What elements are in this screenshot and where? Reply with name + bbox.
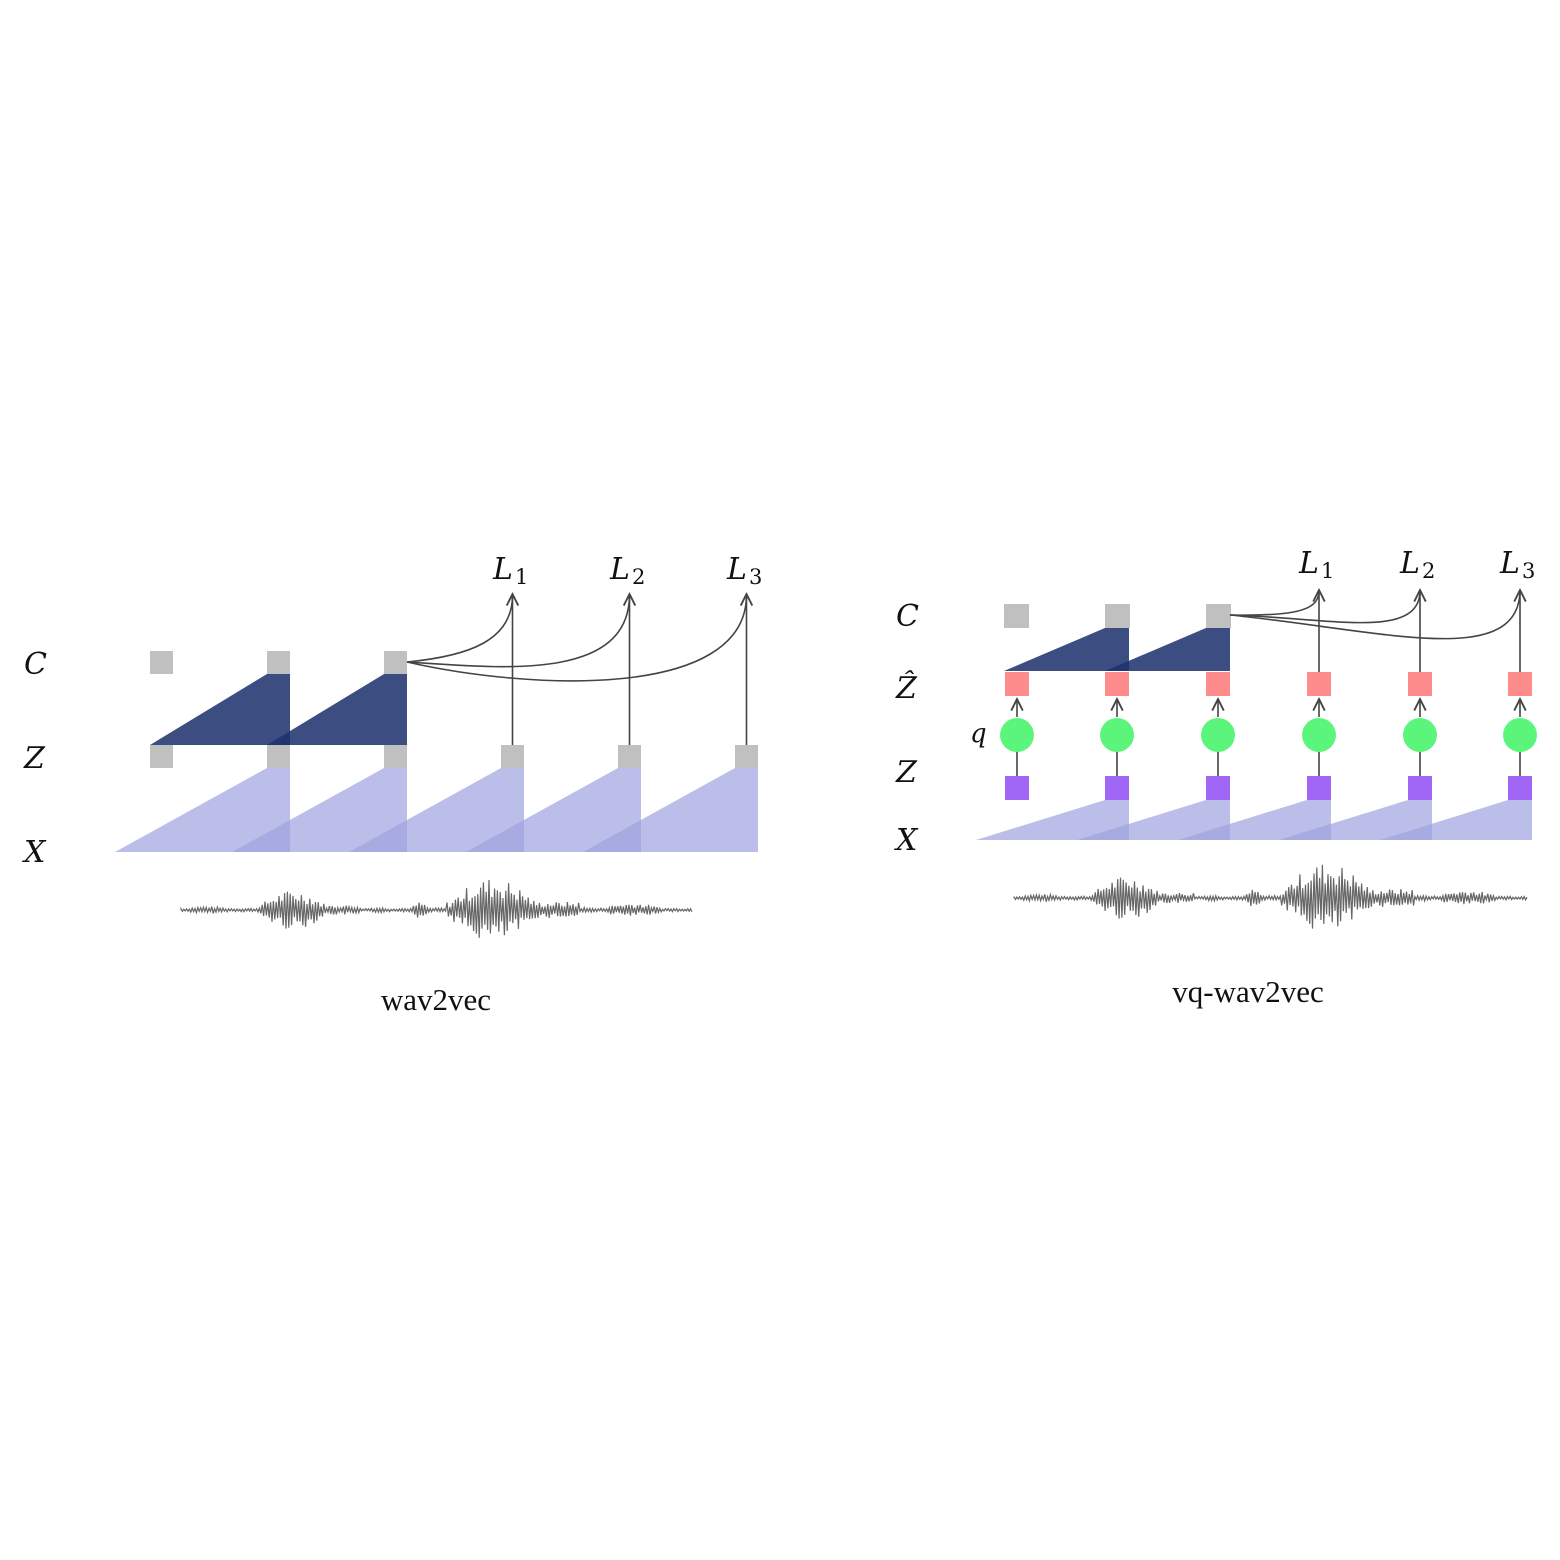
encoder-field [232,768,407,852]
encoder-field [583,768,758,852]
audio-waveform [180,879,693,938]
latent-node [1307,776,1331,800]
timestep-column [1403,672,1437,800]
context-fields [150,674,407,745]
loss-symbol: L [1399,546,1420,581]
quantized-node [1408,672,1432,696]
encoder-fields [115,768,758,852]
latent-node [150,745,173,768]
row-label-c: C [896,599,919,634]
encoder-field [1279,800,1432,840]
latent-node [618,745,641,768]
context-node [1004,604,1029,628]
context-curve [1229,591,1320,616]
loss-symbol: L [1298,546,1319,581]
row-label-z: Z [895,755,918,790]
context-node [267,651,290,674]
loss-subscript: 2 [1422,559,1435,583]
quantized-node [1307,672,1331,696]
context-curve [406,595,514,663]
context-curve [406,595,748,682]
audio-waveform [1013,864,1528,929]
wav2vec-panel: C Z X [22,552,762,1017]
quantizer-node [1000,718,1034,752]
quantizer-node [1302,718,1336,752]
quantizer-node [1201,718,1235,752]
quantized-node [1005,672,1029,696]
caption-vq-wav2vec: vq-wav2vec [1172,974,1324,1009]
encoder-fields [976,800,1532,840]
loss-symbol: L [726,552,747,587]
timestep-column [1201,672,1235,800]
timestep-column [1503,672,1537,800]
loss-symbol: L [609,552,630,587]
loss-label: L 2 [1399,546,1435,583]
encoder-field [1077,800,1230,840]
timestep-column [1000,672,1034,800]
context-field [1105,628,1230,671]
row-label-x: X [894,823,919,858]
latent-node [267,745,290,768]
loss-subscript: 1 [1321,559,1334,583]
loss-label: L 1 [1298,546,1334,583]
context-field [150,674,290,745]
vq-wav2vec-panel: C Ẑ q Z X [894,546,1537,1009]
quantized-node [1105,672,1129,696]
latent-node [1408,776,1432,800]
row-label-zhat: Ẑ [895,670,918,706]
row-label-z: Z [23,741,46,776]
row-label-c: C [24,647,47,682]
encoder-field [466,768,641,852]
latent-node [501,745,524,768]
encoder-field [115,768,290,852]
loss-label: L 1 [492,552,528,589]
timestep-column [1100,672,1134,800]
latent-node [1206,776,1230,800]
loss-label: L 3 [726,552,762,589]
latent-node [384,745,407,768]
context-curve [1229,591,1521,640]
context-node [1105,604,1130,628]
quantized-node [1508,672,1532,696]
quantizer-node [1403,718,1437,752]
context-curve [406,595,631,668]
loss-label: L 2 [609,552,645,589]
latent-node [1105,776,1129,800]
row-label-x: X [22,835,47,870]
caption-wav2vec: wav2vec [381,982,491,1017]
loss-symbol: L [1499,546,1520,581]
context-fields [1004,628,1230,671]
context-node [384,651,407,674]
timestep-column [1302,672,1336,800]
encoder-field [1380,800,1532,840]
quantizer-label: q [970,719,987,749]
quantizer-node [1503,718,1537,752]
loss-subscript: 2 [632,565,645,589]
context-curve [1229,591,1421,624]
encoder-field [1178,800,1331,840]
latent-node [1508,776,1532,800]
loss-subscript: 3 [1522,559,1535,583]
latent-node [735,745,758,768]
context-node [150,651,173,674]
encoder-field [976,800,1129,840]
context-node [1206,604,1231,628]
loss-subscript: 3 [749,565,762,589]
latent-node [1005,776,1029,800]
loss-subscript: 1 [515,565,528,589]
quantized-node [1206,672,1230,696]
context-field [267,674,407,745]
loss-symbol: L [492,552,513,587]
encoder-field [349,768,524,852]
quantizer-node [1100,718,1134,752]
context-field [1004,628,1129,671]
loss-label: L 3 [1499,546,1535,583]
